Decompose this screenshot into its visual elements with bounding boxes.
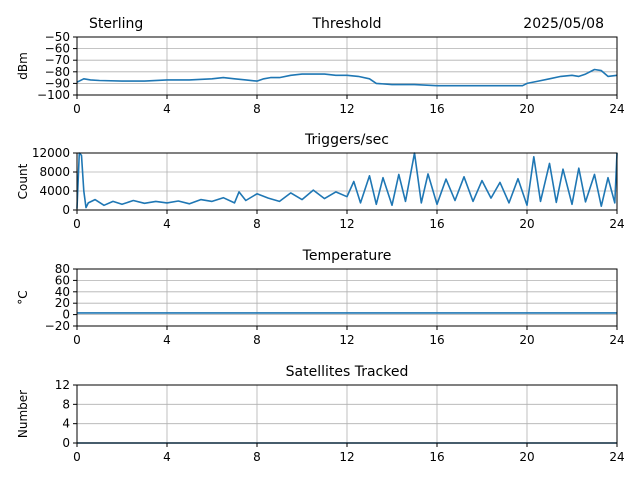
y-tick-label: 40 [55,285,70,299]
panel-title: Temperature [302,248,392,264]
y-tick-label: 0 [62,308,70,322]
y-tick-label: −20 [45,319,70,333]
y-tick-label: 4 [62,417,70,431]
y-tick-label: −100 [37,88,70,102]
x-tick-label: 24 [609,102,624,116]
y-tick-label: 80 [55,262,70,276]
x-tick-label: 12 [339,217,354,231]
x-tick-label: 12 [339,102,354,116]
x-tick-label: 20 [519,217,534,231]
y-tick-label: −70 [45,53,70,67]
y-tick-label: 12000 [32,146,70,160]
panel-1: 0 4 8 12 16 20 24 0 4000 8000 12000 Triggers/sec Cou… [16,132,625,231]
x-tick-label: 8 [253,217,261,231]
x-tick-label: 20 [519,450,534,464]
x-tick-label: 16 [429,333,444,347]
y-tick-label: 60 [55,273,70,287]
panel-title: Threshold [312,16,382,32]
y-tick-label: 8 [62,397,70,411]
x-tick-label: 24 [609,333,624,347]
x-tick-label: 20 [519,333,534,347]
series-line-0-0 [76,68,618,87]
y-tick-label: 0 [62,436,70,450]
x-tick-label: 4 [163,450,171,464]
x-tick-label: 8 [253,333,261,347]
y-tick-label: −80 [45,65,70,79]
y-tick-label: 8000 [39,165,70,179]
x-tick-label: 12 [339,450,354,464]
y-tick-label: 0 [62,203,70,217]
y-tick-label: 20 [55,296,70,310]
panel-3: 0 4 8 12 16 20 24 0 4 8 12 Satellites Tracked Number [16,364,625,464]
x-tick-label: 0 [73,102,81,116]
x-tick-label: 4 [163,333,171,347]
y-axis-label: °C [16,290,30,304]
panel-title: Satellites Tracked [286,364,409,380]
y-axis-label: Count [16,163,30,199]
series-line-1-0 [76,152,618,209]
x-tick-label: 24 [609,217,624,231]
chart-panels: 0 4 8 12 16 20 24 −100−90−80−70−60−50 Threshold d… [16,16,625,464]
x-tick-label: 0 [73,217,81,231]
x-tick-label: 12 [339,333,354,347]
y-tick-label: 4000 [39,184,70,198]
x-tick-label: 4 [163,217,171,231]
x-tick-label: 0 [73,333,81,347]
y-tick-label: −90 [45,76,70,90]
panel-title: Triggers/sec [304,132,389,148]
y-axis-label: Number [16,390,30,438]
y-tick-label: −50 [45,30,70,44]
x-tick-label: 16 [429,450,444,464]
panel-0: 0 4 8 12 16 20 24 −100−90−80−70−60−50 Threshold d… [16,16,625,116]
x-tick-label: 8 [253,102,261,116]
station-name: Sterling [89,16,143,32]
x-tick-label: 0 [73,450,81,464]
x-tick-label: 20 [519,102,534,116]
x-tick-label: 16 [429,102,444,116]
x-tick-label: 16 [429,217,444,231]
x-tick-label: 24 [609,450,624,464]
date-label: 2025/05/08 [523,16,604,32]
y-axis-label: dBm [16,52,30,80]
y-tick-label: −60 [45,42,70,56]
y-tick-label: 12 [55,378,70,392]
x-tick-label: 4 [163,102,171,116]
x-tick-label: 8 [253,450,261,464]
